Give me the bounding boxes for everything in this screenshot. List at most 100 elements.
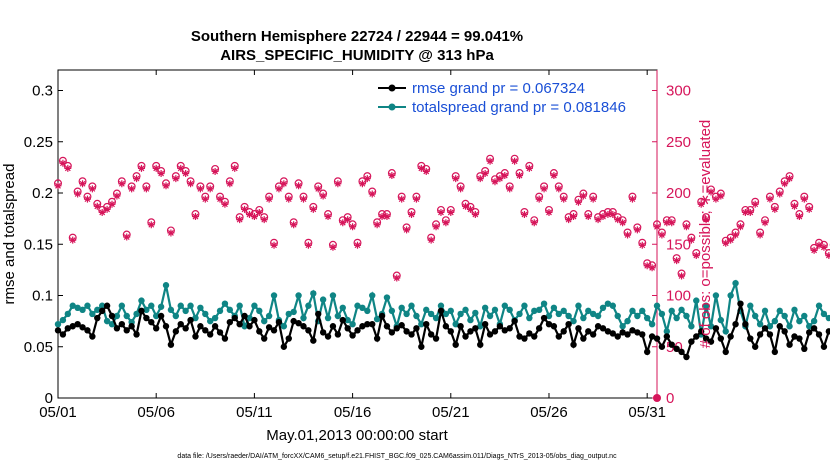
rmse-point <box>143 314 150 322</box>
obs-evaluated-marker <box>790 202 798 210</box>
totalspread-point <box>300 314 307 322</box>
left-tick-label: 0 <box>45 390 53 407</box>
totalspread-point <box>280 323 288 330</box>
obs-evaluated-marker <box>285 195 293 203</box>
totalspread-point <box>74 304 81 311</box>
obs-evaluated-marker <box>599 213 607 221</box>
obs-evaluated-marker <box>216 195 224 203</box>
obs-evaluated-marker <box>191 213 199 221</box>
obs-evaluated-marker <box>805 205 813 213</box>
obs-evaluated-marker <box>481 170 489 177</box>
totalspread-point <box>717 316 725 324</box>
totalspread-point <box>688 323 695 330</box>
obs-evaluated-marker <box>771 205 779 213</box>
rmse-point <box>712 325 720 332</box>
obs-evaluated-marker <box>432 223 440 231</box>
rmse-point <box>560 328 567 335</box>
totalspread-point <box>506 306 513 314</box>
rmse-point <box>113 325 121 332</box>
totalspread-point <box>486 312 494 320</box>
obs-evaluated-marker <box>354 241 361 249</box>
obs-evaluated-marker <box>142 185 150 193</box>
rmse-point <box>79 324 86 331</box>
obs-evaluated-marker <box>614 216 622 224</box>
obs-evaluated-marker <box>98 208 106 216</box>
rmse-point <box>506 325 513 332</box>
obs-evaluated-marker <box>781 180 789 188</box>
rmse-point <box>639 331 646 338</box>
rmse-point <box>84 327 91 334</box>
obs-evaluated-marker <box>491 178 499 186</box>
totalspread-point <box>172 312 180 320</box>
x-tick-label: 05/31 <box>628 404 666 421</box>
totalspread-point <box>192 314 199 322</box>
rmse-point <box>265 324 273 331</box>
obs-evaluated-marker <box>741 208 749 216</box>
obs-evaluated-marker <box>717 192 725 200</box>
rmse-point <box>683 353 690 361</box>
rmse-series <box>54 300 830 361</box>
rmse-point <box>290 317 297 325</box>
obs-evaluated-marker <box>427 236 435 244</box>
obs-evaluated-marker <box>79 180 87 188</box>
obs-evaluated-marker <box>295 182 303 190</box>
rmse-point <box>270 327 278 334</box>
rmse-point <box>251 316 258 324</box>
legend-rmse-label: rmse grand pr = 0.067324 <box>412 80 585 97</box>
totalspread-point <box>310 290 317 297</box>
rmse-point <box>373 335 381 342</box>
totalspread-point <box>820 310 828 318</box>
totalspread-point <box>663 328 671 335</box>
obs-evaluated-marker <box>682 223 690 231</box>
obs-evaluated-marker <box>133 175 141 183</box>
totalspread-point <box>442 310 450 318</box>
rmse-point <box>339 316 346 324</box>
obs-evaluated-marker <box>624 231 632 239</box>
obs-evaluated-marker <box>88 185 96 193</box>
obs-evaluated-marker <box>574 198 582 206</box>
rmse-point <box>118 321 126 328</box>
left-tick-label: 0.25 <box>24 134 53 151</box>
rmse-point <box>820 343 828 350</box>
totalspread-point <box>339 304 346 311</box>
obs-evaluated-marker <box>584 213 592 221</box>
rmse-point <box>491 328 499 335</box>
obs-evaluated-marker <box>619 219 627 227</box>
y-right-label: # of obs: o=possible; ∗=evaluated <box>697 120 714 349</box>
obs-evaluated-marker <box>570 213 578 221</box>
totalspread-point <box>187 302 194 309</box>
rmse-point <box>241 312 248 320</box>
obs-evaluated-marker <box>245 211 253 218</box>
obs-evaluated-marker <box>687 236 695 244</box>
obs-evaluated-marker <box>152 164 160 172</box>
obs-evaluated-marker <box>187 180 195 188</box>
right-tick-label: 150 <box>666 236 691 253</box>
obs-evaluated-marker <box>751 200 759 208</box>
rmse-point <box>751 343 759 350</box>
obs-evaluated-marker <box>825 252 830 259</box>
totalspread-point <box>241 323 248 330</box>
totalspread-point <box>589 310 597 318</box>
totalspread-point <box>776 307 783 315</box>
totalspread-point <box>580 314 587 322</box>
totalspread-point <box>64 310 72 318</box>
obs-evaluated-marker <box>123 233 131 241</box>
obs-evaluated-marker <box>231 164 239 172</box>
obs-evaluated-marker <box>83 195 91 203</box>
totalspread-point <box>810 317 818 325</box>
obs-evaluated-marker <box>64 164 72 172</box>
rmse-point <box>364 321 371 328</box>
totalspread-point <box>550 304 558 311</box>
x-tick-label: 05/06 <box>137 404 175 421</box>
totalspread-point <box>418 321 425 328</box>
left-tick-label: 0.15 <box>24 236 53 253</box>
obs-evaluated-marker <box>678 272 686 280</box>
rmse-point <box>648 333 656 340</box>
rmse-point <box>737 300 744 307</box>
obs-evaluated-marker <box>540 185 548 193</box>
rmse-point <box>540 314 548 322</box>
rmse-point <box>688 338 695 345</box>
rmse-point <box>388 329 396 336</box>
obs-evaluated-marker <box>226 180 234 188</box>
x-tick-label: 05/26 <box>530 404 568 421</box>
